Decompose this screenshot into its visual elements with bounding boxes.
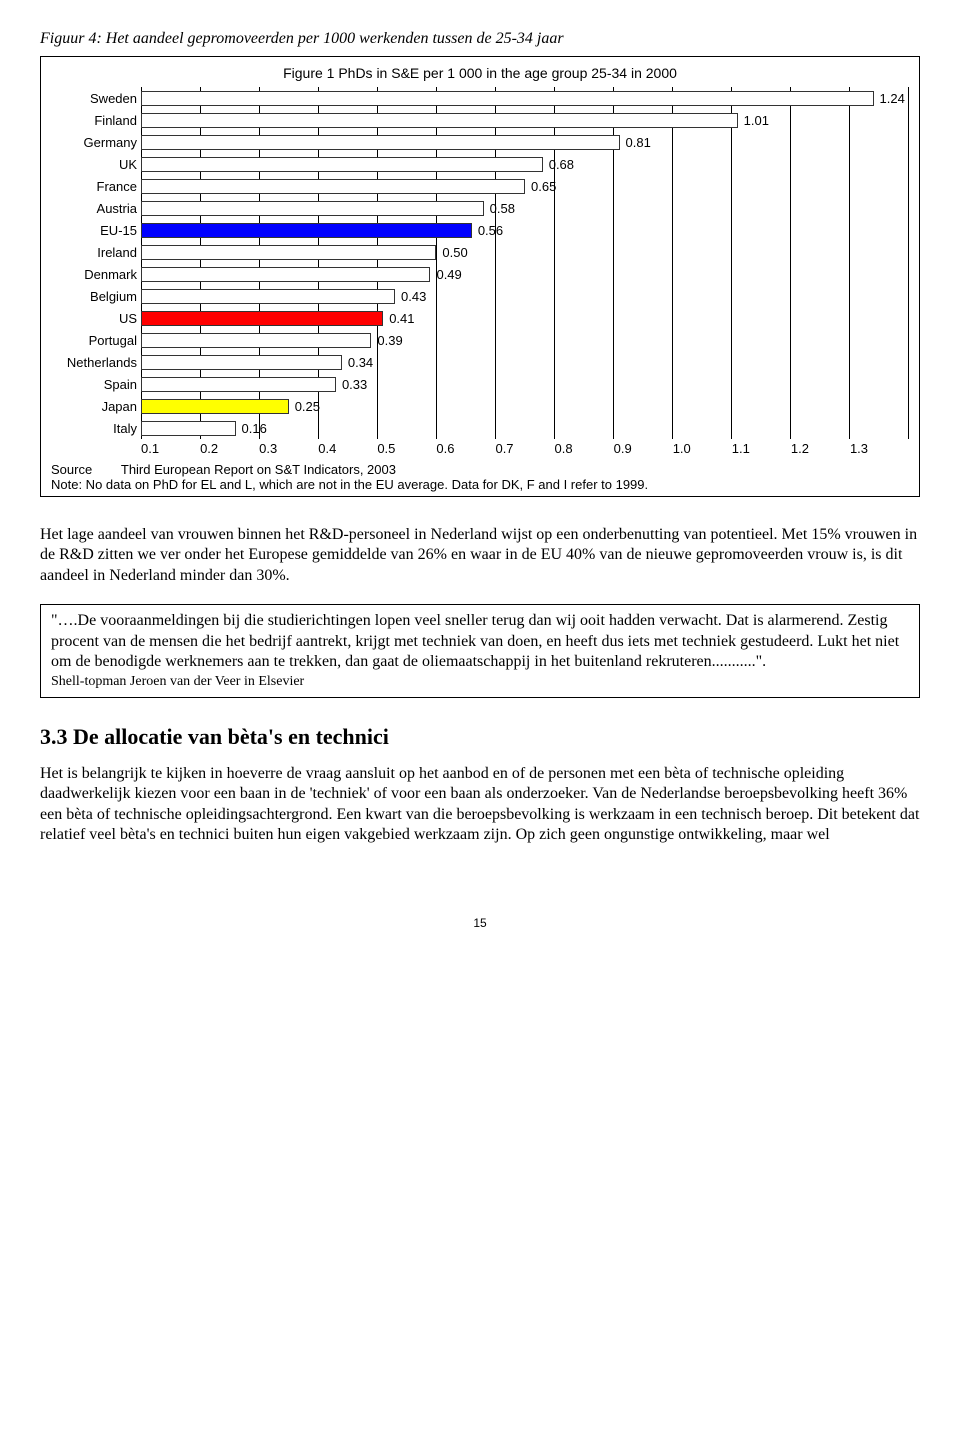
chart-bar (141, 179, 525, 194)
chart-title: Figure 1 PhDs in S&E per 1 000 in the ag… (51, 65, 909, 81)
chart-x-tick: 1.3 (850, 439, 909, 458)
chart-value-label: 0.56 (478, 223, 503, 238)
chart-y-label: Portugal (51, 329, 141, 351)
chart-y-label: Ireland (51, 241, 141, 263)
chart-x-tick: 0.7 (495, 439, 554, 458)
chart-bar (141, 267, 430, 282)
chart-bar-row: 0.65 (141, 175, 909, 197)
chart-y-label: Germany (51, 131, 141, 153)
chart-value-label: 0.25 (295, 399, 320, 414)
paragraph-2: Het is belangrijk te kijken in hoeverre … (40, 764, 920, 846)
quote-source: Shell-topman Jeroen van der Veer in Else… (51, 673, 909, 691)
chart-y-labels: SwedenFinlandGermanyUKFranceAustriaEU-15… (51, 87, 141, 439)
chart-value-label: 0.65 (531, 179, 556, 194)
page-number: 15 (40, 916, 920, 930)
chart-bar (141, 135, 620, 150)
paragraph-1: Het lage aandeel van vrouwen binnen het … (40, 525, 920, 586)
quote-box: "….De vooraanmeldingen bij die studieric… (40, 604, 920, 697)
quote-body: "….De vooraanmeldingen bij die studieric… (51, 611, 909, 672)
chart-y-label: Belgium (51, 285, 141, 307)
chart-bar-row: 0.58 (141, 197, 909, 219)
chart-value-label: 0.16 (242, 421, 267, 436)
chart-bar (141, 289, 395, 304)
chart-y-label: Italy (51, 417, 141, 439)
chart-source: Source Third European Report on S&T Indi… (51, 462, 909, 477)
chart-bar-row: 0.34 (141, 351, 909, 373)
chart-bar (141, 201, 484, 216)
chart-source-label: Source (51, 462, 92, 477)
chart-bar-row: 1.24 (141, 87, 909, 109)
chart-bar-row: 0.49 (141, 263, 909, 285)
chart-y-label: Japan (51, 395, 141, 417)
chart-y-label: Finland (51, 109, 141, 131)
chart-y-label: France (51, 175, 141, 197)
chart-container: Figure 1 PhDs in S&E per 1 000 in the ag… (40, 56, 920, 497)
chart-value-label: 0.58 (490, 201, 515, 216)
chart-bar-row: 0.43 (141, 285, 909, 307)
chart-y-label: Sweden (51, 87, 141, 109)
chart-y-label: Netherlands (51, 351, 141, 373)
chart-y-label: Austria (51, 197, 141, 219)
chart-y-label: UK (51, 153, 141, 175)
chart-x-tick: 0.5 (377, 439, 436, 458)
chart-bar (141, 311, 383, 326)
chart-x-tick: 0.6 (436, 439, 495, 458)
chart-value-label: 0.34 (348, 355, 373, 370)
chart-x-tick: 0.3 (259, 439, 318, 458)
chart-bar (141, 421, 236, 436)
chart-x-tick: 0.8 (555, 439, 614, 458)
chart-bar (141, 355, 342, 370)
chart-bar-row: 0.25 (141, 395, 909, 417)
chart-bar (141, 91, 874, 106)
chart-bar-row: 0.68 (141, 153, 909, 175)
chart-x-tick: 1.1 (732, 439, 791, 458)
chart-value-label: 0.43 (401, 289, 426, 304)
chart-value-label: 0.49 (436, 267, 461, 282)
chart-plot: 1.24 1.01 0.81 0.68 0.65 0.58 0.56 0.50 0.49 0.43… (141, 87, 909, 439)
chart-bars: 1.24 1.01 0.81 0.68 0.65 0.58 0.56 0.50 0.49 0.43… (141, 87, 909, 439)
chart-value-label: 0.50 (442, 245, 467, 260)
chart-y-label: US (51, 307, 141, 329)
chart-bar-row: 0.56 (141, 219, 909, 241)
chart-y-label: EU-15 (51, 219, 141, 241)
chart-bar (141, 223, 472, 238)
chart-y-label: Denmark (51, 263, 141, 285)
chart-bar-row: 0.39 (141, 329, 909, 351)
chart-bar-row: 0.81 (141, 131, 909, 153)
chart-bar-row: 0.41 (141, 307, 909, 329)
section-heading: 3.3 De allocatie van bèta's en technici (40, 724, 920, 750)
chart-area: SwedenFinlandGermanyUKFranceAustriaEU-15… (51, 87, 909, 439)
chart-bar-row: 0.33 (141, 373, 909, 395)
chart-value-label: 0.33 (342, 377, 367, 392)
chart-bar (141, 113, 738, 128)
chart-value-label: 0.39 (377, 333, 402, 348)
chart-bar (141, 245, 436, 260)
chart-bar (141, 157, 543, 172)
figure-caption: Figuur 4: Het aandeel gepromoveerden per… (40, 30, 920, 48)
chart-x-tick: 1.2 (791, 439, 850, 458)
chart-bar-row: 0.50 (141, 241, 909, 263)
chart-note: Note: No data on PhD for EL and L, which… (51, 477, 909, 492)
chart-x-axis: 0.10.20.30.40.50.60.70.80.91.01.11.21.3 (141, 439, 909, 458)
chart-bar-row: 0.16 (141, 417, 909, 439)
chart-x-tick: 1.0 (673, 439, 732, 458)
chart-bar (141, 399, 289, 414)
chart-value-label: 0.68 (549, 157, 574, 172)
chart-value-label: 1.01 (744, 113, 769, 128)
chart-y-label: Spain (51, 373, 141, 395)
chart-bar (141, 333, 371, 348)
chart-value-label: 0.41 (389, 311, 414, 326)
chart-source-text: Third European Report on S&T Indicators,… (121, 462, 396, 477)
chart-bar (141, 377, 336, 392)
chart-value-label: 1.24 (880, 91, 905, 106)
chart-x-tick: 0.4 (318, 439, 377, 458)
chart-value-label: 0.81 (626, 135, 651, 150)
chart-x-tick: 0.9 (614, 439, 673, 458)
chart-x-tick: 0.2 (200, 439, 259, 458)
chart-bar-row: 1.01 (141, 109, 909, 131)
chart-x-tick: 0.1 (141, 439, 200, 458)
